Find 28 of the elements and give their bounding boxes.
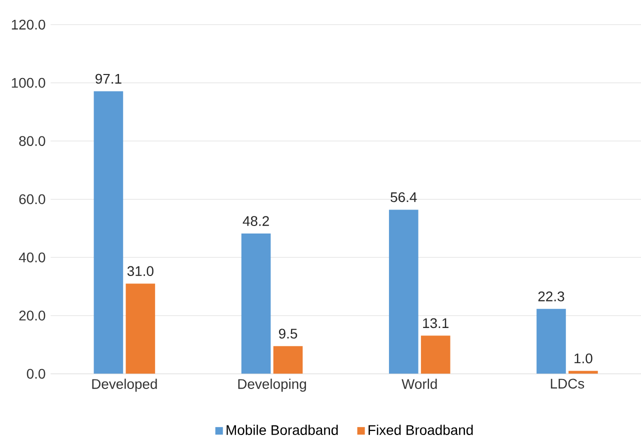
- y-tick-label: 100.0: [12, 78, 46, 88]
- y-tick-label: 0.0: [26, 368, 46, 379]
- y-tick-label: 20.0: [19, 310, 46, 321]
- y-tick-label: 80.0: [19, 136, 46, 146]
- bar: [388, 210, 418, 374]
- x-tick-label: LDCs: [550, 378, 584, 389]
- bar: [94, 91, 124, 374]
- x-tick-label: Developed: [92, 378, 157, 392]
- data-label: 31.0: [127, 266, 154, 276]
- bar: [126, 284, 156, 374]
- bar: [273, 346, 303, 374]
- bar: [536, 309, 566, 374]
- data-label: 13.1: [423, 318, 448, 328]
- y-tick-label: 40.0: [18, 252, 46, 262]
- data-label: 9.5: [278, 328, 298, 339]
- legend-label: Mobile Boradband: [226, 424, 338, 436]
- data-label: 22.3: [538, 292, 564, 302]
- x-tick-label: World: [402, 378, 437, 390]
- y-tick-label: 60.0: [19, 194, 46, 204]
- data-label: 97.1: [96, 74, 122, 84]
- legend-label: Fixed Broadband: [368, 424, 473, 436]
- bar: [241, 234, 271, 374]
- y-tick-label: 120.0: [12, 20, 46, 30]
- bar: [420, 336, 450, 374]
- data-label: 1.0: [574, 354, 592, 364]
- data-label: 48.2: [242, 216, 269, 226]
- x-tick-label: Developing: [238, 378, 306, 392]
- data-label: 56.4: [390, 192, 417, 202]
